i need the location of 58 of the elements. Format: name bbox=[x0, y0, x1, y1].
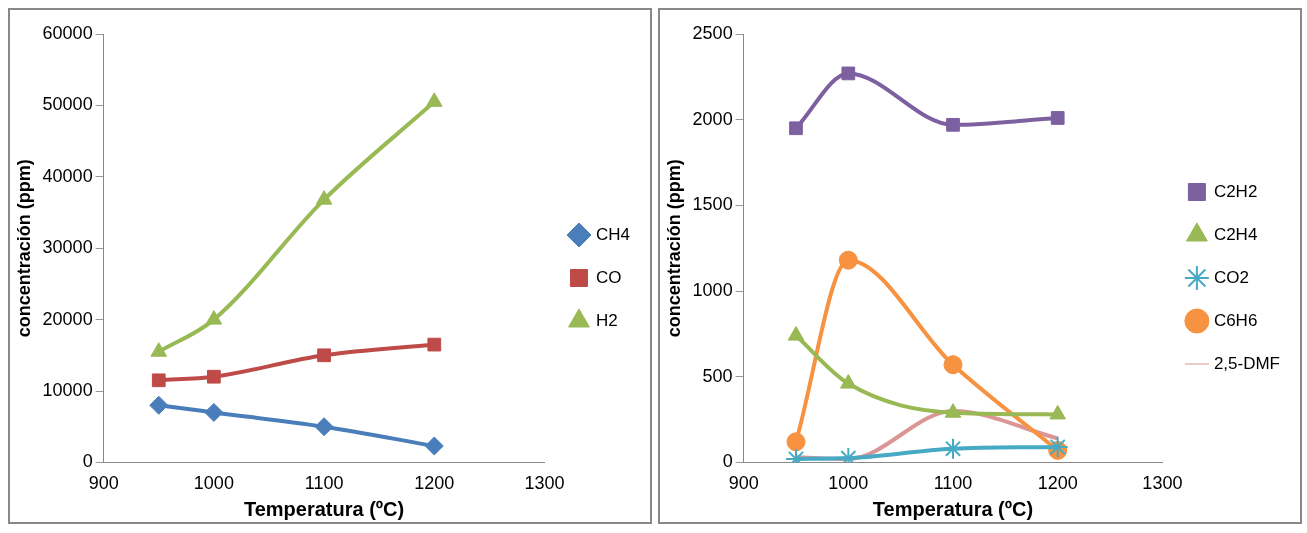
point bbox=[786, 432, 806, 452]
x-axis-title: Temperatura (ºC) bbox=[872, 497, 1034, 520]
legend-label: CO2 bbox=[1213, 267, 1249, 287]
point bbox=[838, 250, 858, 270]
y-tick-label: 40000 bbox=[42, 165, 93, 186]
x-tick-label: 1000 bbox=[193, 473, 234, 494]
x-axis-title: Temperatura (ºC) bbox=[243, 497, 405, 520]
point bbox=[946, 117, 960, 132]
point bbox=[840, 374, 857, 389]
y-tick-label: 1500 bbox=[692, 194, 733, 215]
x-tick-label: 1300 bbox=[524, 473, 565, 494]
point bbox=[207, 369, 221, 384]
point bbox=[314, 417, 334, 437]
point bbox=[425, 92, 443, 107]
x-tick-label: 900 bbox=[88, 473, 119, 494]
point bbox=[149, 395, 169, 415]
y-tick-label: 10000 bbox=[42, 379, 93, 400]
point bbox=[315, 190, 333, 205]
point bbox=[205, 310, 223, 325]
x-tick-label: 1000 bbox=[828, 473, 869, 494]
point bbox=[841, 66, 856, 81]
y-tick-label: 50000 bbox=[42, 94, 93, 115]
x-tick-label: 900 bbox=[728, 473, 759, 494]
point bbox=[1049, 404, 1066, 420]
legend-label: 2,5-DMF bbox=[1213, 353, 1281, 373]
x-tick-label: 1100 bbox=[933, 473, 973, 494]
y-tick-label: 0 bbox=[722, 451, 733, 472]
y-axis-title: concentración (ppm) bbox=[13, 159, 34, 338]
point bbox=[789, 121, 803, 136]
point bbox=[427, 337, 442, 352]
y-tick-label: 20000 bbox=[42, 308, 93, 329]
point bbox=[204, 402, 224, 422]
point bbox=[150, 342, 168, 357]
x-tick-label: 1100 bbox=[304, 473, 344, 494]
point bbox=[943, 355, 963, 375]
point bbox=[317, 348, 331, 363]
legend-label: CH4 bbox=[595, 224, 631, 244]
y-tick-label: 500 bbox=[702, 365, 733, 386]
legend-label: C2H2 bbox=[1213, 181, 1258, 201]
point bbox=[1050, 111, 1065, 125]
point bbox=[944, 403, 962, 418]
x-tick-label: 1200 bbox=[414, 473, 455, 494]
y-tick-label: 2000 bbox=[692, 108, 733, 129]
legend-label: C2H4 bbox=[1213, 224, 1258, 244]
point bbox=[151, 373, 166, 388]
legend-label: CO bbox=[595, 267, 622, 287]
x-tick-label: 1200 bbox=[1037, 473, 1078, 494]
y-tick-label: 0 bbox=[82, 451, 93, 472]
point bbox=[424, 436, 444, 456]
y-tick-label: 2500 bbox=[692, 22, 733, 43]
point bbox=[787, 326, 805, 341]
y-tick-label: 60000 bbox=[42, 22, 93, 43]
legend-label: C6H6 bbox=[1213, 310, 1258, 330]
legend-label: H2 bbox=[595, 310, 618, 330]
y-tick-label: 1000 bbox=[692, 280, 733, 301]
x-tick-label: 1300 bbox=[1142, 473, 1183, 494]
y-axis-title: concentración (ppm) bbox=[663, 159, 684, 338]
y-tick-label: 30000 bbox=[42, 237, 93, 258]
